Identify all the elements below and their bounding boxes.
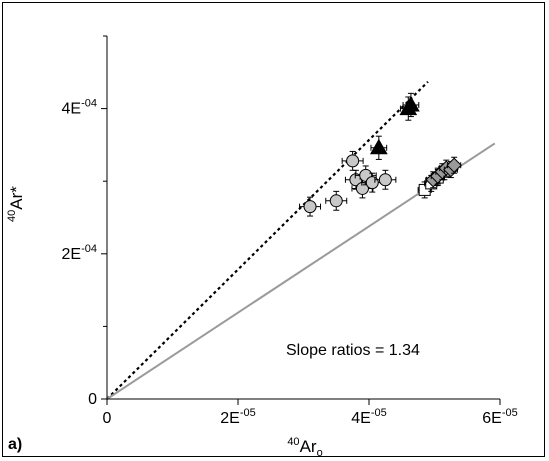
- panel-label: a): [8, 436, 22, 453]
- y-axis-label-superscript: 40: [6, 210, 18, 222]
- slope-annotation: Slope ratios = 1.34: [286, 342, 420, 359]
- x-axis-label-base: Ar: [300, 437, 317, 456]
- x-tick-label: 2E-05: [220, 407, 255, 427]
- x-axis-label: 40Aro: [287, 436, 322, 459]
- circle-point: [325, 190, 348, 211]
- circle-point: [299, 196, 322, 217]
- figure-frame: [2, 2, 545, 457]
- x-axis-label-superscript: 40: [287, 436, 299, 448]
- x-tick-label: 0: [103, 410, 112, 427]
- circle-point: [374, 169, 397, 190]
- diamond-point: [446, 156, 462, 174]
- axes: [106, 36, 500, 400]
- triangle-point: [402, 92, 420, 118]
- circle-point: [341, 150, 364, 171]
- data-points: [299, 92, 462, 217]
- y-tick-label: 2E-04: [62, 243, 97, 263]
- triangle-point: [369, 135, 388, 160]
- x-tick-label: 4E-05: [351, 407, 386, 427]
- x-axis-label-subscript: o: [317, 447, 323, 459]
- y-tick-label: 4E-04: [62, 98, 97, 118]
- x-tick-label: 6E-05: [482, 407, 517, 427]
- y-tick-label: 0: [88, 391, 97, 408]
- y-axis-label: 40Ar*: [6, 186, 26, 222]
- y-axis-label-asterisk: *: [7, 186, 26, 193]
- y-axis-label-base: Ar: [7, 192, 26, 209]
- axis-ticks: 0 2E-05 4E-05 6E-05 0 2E-04 4E-04: [62, 35, 518, 427]
